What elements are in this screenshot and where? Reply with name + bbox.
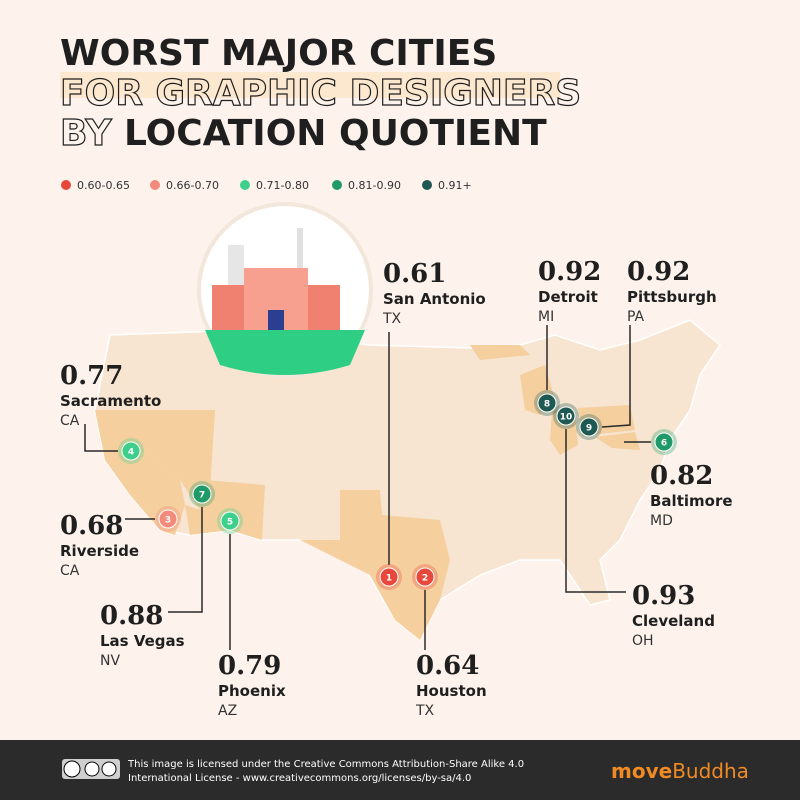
city-rank: 8 — [544, 400, 550, 410]
city-state: CA — [60, 563, 80, 579]
illustration-lawn — [205, 330, 365, 375]
city-name: Riverside — [60, 542, 139, 560]
state-mi — [470, 345, 555, 415]
city-state: TX — [415, 703, 435, 719]
brand-bold: move — [611, 759, 672, 783]
city-marker — [121, 441, 141, 461]
state-ca — [95, 410, 185, 535]
city-state: MI — [538, 309, 554, 325]
city-marker — [415, 567, 435, 587]
legend-label: 0.71-0.80 — [256, 179, 309, 192]
city-value: 0.88 — [100, 601, 163, 631]
license-text: International License - www.creativecomm… — [128, 773, 471, 784]
city-value: 0.92 — [627, 257, 690, 287]
illustration-building — [228, 245, 244, 285]
city-rank: 6 — [661, 439, 667, 449]
brand-regular: Buddha — [672, 759, 749, 783]
leader-line — [168, 507, 203, 613]
illustration-tower — [297, 228, 303, 288]
city-rank: 7 — [199, 491, 205, 501]
city-name: Sacramento — [60, 392, 161, 410]
city-state: NV — [100, 653, 120, 669]
state-md — [595, 432, 640, 450]
state-nv — [130, 410, 215, 510]
city-marker — [158, 509, 178, 529]
title-line: FOR GRAPHIC DESIGNERS — [60, 73, 581, 114]
city-marker — [556, 406, 576, 426]
legend-swatch — [240, 180, 250, 190]
city-state: PA — [627, 309, 645, 325]
legend-swatch — [332, 180, 342, 190]
title-highlight — [60, 72, 560, 98]
city-state: OH — [632, 633, 654, 649]
city-rank: 10 — [560, 413, 573, 423]
cc-icon — [101, 761, 117, 777]
city-rank: 9 — [586, 424, 592, 434]
brand: moveBuddha — [611, 759, 749, 783]
city-value: 0.79 — [218, 651, 281, 681]
city-marker — [192, 484, 212, 504]
city-value: 0.61 — [383, 259, 446, 289]
city-marker — [537, 393, 557, 413]
city-value: 0.64 — [416, 651, 479, 681]
city-rank: 4 — [128, 448, 134, 458]
legend-label: 0.60-0.65 — [77, 179, 130, 192]
city-name: Baltimore — [650, 492, 733, 510]
legend-swatch — [150, 180, 160, 190]
cc-icon — [63, 760, 81, 778]
cc-icon — [84, 761, 100, 777]
city-marker — [654, 432, 674, 452]
city-state: AZ — [218, 703, 237, 719]
city-name: Phoenix — [218, 682, 286, 700]
city-value: 0.93 — [632, 581, 695, 611]
city-rank: 3 — [165, 516, 171, 526]
city-marker — [220, 511, 240, 531]
city-name: Pittsburgh — [627, 288, 717, 306]
city-state: TX — [382, 311, 402, 327]
city-rank: 2 — [422, 574, 428, 584]
title-line: WORST MAJOR CITIES — [60, 33, 497, 74]
city-value: 0.77 — [60, 361, 123, 391]
leader-line — [84, 424, 118, 452]
city-rank: 5 — [227, 518, 233, 528]
city-value: 0.82 — [650, 461, 713, 491]
legend: 0.60-0.65 0.66-0.70 0.71-0.80 0.81-0.90 0.91… — [61, 179, 472, 192]
state-tx — [300, 490, 450, 640]
footer — [0, 740, 800, 800]
leader-line — [565, 429, 626, 593]
license-text: This image is licensed under the Creativ… — [127, 759, 524, 770]
legend-label: 0.91+ — [438, 179, 472, 192]
illustration-door — [268, 310, 284, 330]
city-state: MD — [650, 513, 673, 529]
city-name: Cleveland — [632, 612, 715, 630]
city-name: San Antonio — [383, 290, 486, 308]
title-line: LOCATION QUOTIENT — [124, 113, 547, 154]
legend-swatch — [422, 180, 432, 190]
city-marker — [379, 567, 399, 587]
legend-label: 0.66-0.70 — [166, 179, 219, 192]
city-value: 0.68 — [60, 511, 123, 541]
city-value: 0.92 — [538, 257, 601, 287]
city-name: Las Vegas — [100, 632, 185, 650]
city-rank: 1 — [386, 574, 392, 584]
title-line: BY — [60, 113, 112, 154]
city-marker — [579, 417, 599, 437]
legend-swatch — [61, 180, 71, 190]
legend-label: 0.81-0.90 — [348, 179, 401, 192]
city-state: CA — [60, 413, 80, 429]
leader-line — [601, 325, 631, 428]
city-name: Detroit — [538, 288, 598, 306]
city-name: Houston — [416, 682, 487, 700]
